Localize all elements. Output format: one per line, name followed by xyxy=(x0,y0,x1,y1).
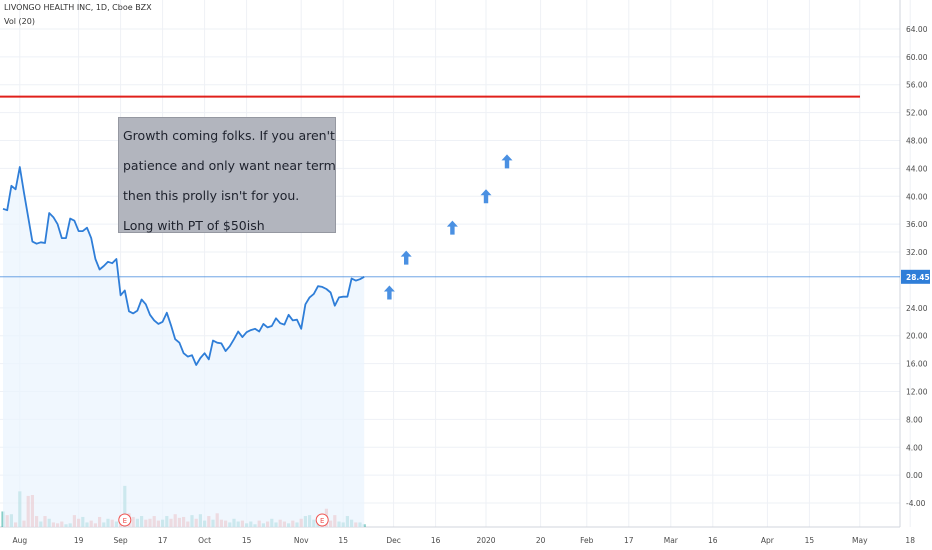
earnings-marker-label: E xyxy=(123,517,127,525)
time-axis-tick-label: 19 xyxy=(74,536,84,545)
price-axis-tick-label: 24.00 xyxy=(906,304,928,313)
time-axis-tick-label: Nov xyxy=(294,536,309,545)
time-axis-tick-label: 15 xyxy=(242,536,252,545)
forecast-arrow-icon xyxy=(383,285,395,300)
price-axis-tick-label: 36.00 xyxy=(906,220,928,229)
price-axis-tick-label: 52.00 xyxy=(906,109,928,118)
earnings-marker xyxy=(118,513,132,527)
price-axis-tick-label: 4.00 xyxy=(906,443,923,452)
price-axis-tick-label: 12.00 xyxy=(906,388,928,397)
price-axis-tick-label: 40.00 xyxy=(906,192,928,201)
forecast-arrow-icon xyxy=(446,220,458,235)
time-axis-tick-label: 17 xyxy=(158,536,168,545)
earnings-marker xyxy=(315,513,329,527)
last-price-label: 28.45 xyxy=(906,273,930,282)
forecast-arrow-icon xyxy=(480,189,492,204)
price-axis-tick-label: 48.00 xyxy=(906,137,928,146)
time-axis-tick-label: 15 xyxy=(338,536,348,545)
price-line xyxy=(2,166,365,366)
price-axis-tick-label: 16.00 xyxy=(906,360,928,369)
time-axis-tick-label: Aug xyxy=(12,536,27,545)
annotation-line-2: patience and only want near term xyxy=(123,158,336,173)
time-axis-tick-label: 16 xyxy=(708,536,718,545)
time-axis-tick-label: May xyxy=(852,536,868,545)
price-axis-tick-label: 0.00 xyxy=(906,471,923,480)
forecast-arrow-icon xyxy=(501,154,513,169)
earnings-marker-label: E xyxy=(320,517,324,525)
price-area-fill xyxy=(3,167,365,527)
price-axis-tick-label: -4.00 xyxy=(906,499,926,508)
price-axis-tick-label: 44.00 xyxy=(906,164,928,173)
time-axis-tick-label: Oct xyxy=(198,536,211,545)
time-axis-tick-label: Apr xyxy=(761,536,775,545)
price-axis-tick-label: 60.00 xyxy=(906,53,928,62)
volume-indicator-label: Vol (20) xyxy=(4,17,35,26)
annotation-line-3: then this prolly isn't for you. xyxy=(123,188,300,203)
price-axis-tick-label: 56.00 xyxy=(906,81,928,90)
chart-title: LIVONGO HEALTH INC, 1D, Cboe BZX xyxy=(4,3,152,12)
last-price-badge xyxy=(901,269,930,284)
price-axis-tick-label: 8.00 xyxy=(906,415,923,424)
time-axis-tick-label: Sep xyxy=(114,536,128,545)
time-axis-tick-label: Mar xyxy=(664,536,679,545)
time-axis-tick-label: 2020 xyxy=(476,536,495,545)
time-axis-tick-label: Dec xyxy=(386,536,401,545)
time-axis-tick-label: 15 xyxy=(805,536,815,545)
annotation-line-1: Growth coming folks. If you aren't xyxy=(123,128,335,143)
time-axis-tick-label: Feb xyxy=(580,536,594,545)
price-axis-tick-label: 20.00 xyxy=(906,332,928,341)
time-axis-tick-label: 16 xyxy=(431,536,441,545)
time-axis-tick-label: 18 xyxy=(905,536,915,545)
forecast-arrow-icon xyxy=(400,250,412,265)
annotation-box[interactable]: Growth coming folks. If you aren't patie… xyxy=(118,117,336,233)
price-axis-tick-label: 64.00 xyxy=(906,25,928,34)
time-axis-tick-label: 20 xyxy=(536,536,546,545)
annotation-line-4: Long with PT of $50ish xyxy=(123,218,265,233)
time-axis-tick-label: 17 xyxy=(624,536,634,545)
price-axis-tick-label: 32.00 xyxy=(906,248,928,257)
